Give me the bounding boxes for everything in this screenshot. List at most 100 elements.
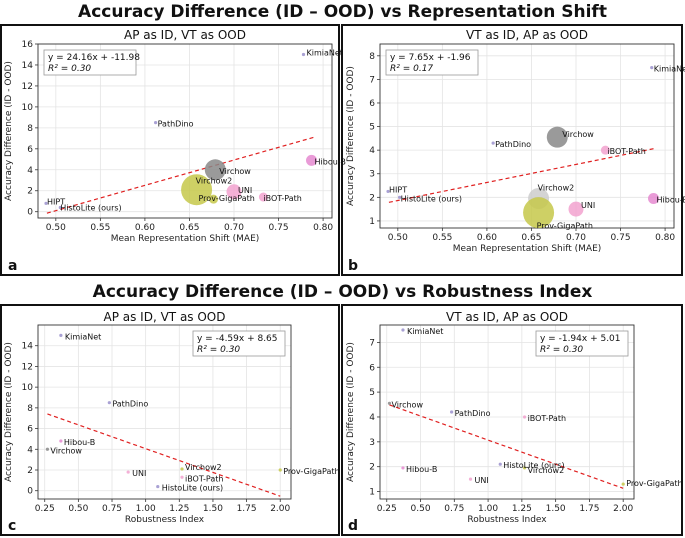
panel-a-ytick-label: 2 <box>27 187 33 197</box>
panel-a-point-label: HistoLite (ours) <box>60 204 121 213</box>
panel-c-point <box>278 468 282 472</box>
panel-a-point <box>258 192 268 202</box>
panel-d-ytick-label: 1 <box>369 488 375 498</box>
panel-b-point-label: HIPT <box>389 185 407 194</box>
panel-c-xtick-label: 0.25 <box>35 504 55 514</box>
panel-d-point <box>450 410 454 414</box>
panel-b-xtick-label: 0.55 <box>432 233 452 243</box>
panel-c-point-label: KimiaNet <box>65 332 101 341</box>
panel-a-point-label: Virchow2 <box>196 177 233 186</box>
panel-d-xlabel: Robustness Index <box>467 515 547 525</box>
panel-b-ytick-label: 8 <box>369 52 375 62</box>
panel-c-point <box>156 484 160 489</box>
panel-c-point <box>45 447 50 451</box>
panel-d-point <box>621 482 625 486</box>
bottom-figure-title: Accuracy Difference (ID – OOD) vs Robust… <box>92 282 593 302</box>
panel-a-ytick-label: 10 <box>22 103 34 113</box>
panel-d-point <box>468 477 473 481</box>
panel-b-ytick-label: 3 <box>369 170 375 180</box>
panel-b-point-label: HistoLite (ours) <box>401 194 462 203</box>
panel-c-xtick-label: 1.75 <box>237 504 257 514</box>
panel-d-fit-line <box>389 404 624 489</box>
panel-c-fit-line <box>47 413 281 497</box>
panel-a-point-label: UNI <box>238 186 252 195</box>
panel-c-xlabel: Robustness Index <box>125 515 205 525</box>
panel-a-point <box>154 121 158 125</box>
panel-c-xtick-label: 1.50 <box>203 504 223 514</box>
panel-b-point-label: Virchow <box>562 130 594 139</box>
panel-d-point <box>401 466 405 470</box>
panel-c-point-label: UNI <box>132 469 146 478</box>
panel-d-point-label: iBOT-Path <box>528 414 566 423</box>
panel-a-point <box>181 174 213 206</box>
panel-b-ytick-label: 6 <box>369 99 375 109</box>
panel-d-ylabel: Accuracy Difference (ID - OOD) <box>346 342 356 482</box>
panel-d-plot-frame <box>379 324 635 500</box>
panel-c-r2: R² = 0.30 <box>197 345 240 355</box>
top-figure-title: Accuracy Difference (ID – OOD) vs Repres… <box>78 2 607 22</box>
panel-b-xtick-label: 0.80 <box>655 233 675 243</box>
panel-b-point <box>546 126 568 148</box>
panel-c-point-label: Hibou-B <box>64 438 95 447</box>
panel-a-ylabel: Accuracy Difference (ID - OOD) <box>4 61 14 201</box>
panel-a-point-label: HIPT <box>47 197 65 206</box>
panel-c-xtick-label: 1.00 <box>136 504 156 514</box>
panel-b-ytick-label: 7 <box>369 75 375 85</box>
panel-d-ytick-label: 7 <box>369 338 375 348</box>
panel-a-plot-frame <box>37 43 333 219</box>
panel-c-ytick-label: 6 <box>27 425 33 435</box>
panel-d-xtick-label: 1.25 <box>512 504 532 514</box>
panel-c-ytick-label: 10 <box>22 383 34 393</box>
panel-a-equation: y = 24.16x + -11.98 <box>48 53 140 63</box>
panel-a-xtick-label: 0.80 <box>313 223 333 233</box>
panel-d-ytick-label: 3 <box>369 438 375 448</box>
panel-a-letter: a <box>8 258 17 274</box>
panel-b-ytick-label: 2 <box>369 193 375 203</box>
panel-d-point <box>522 466 527 470</box>
panel-a-point-label: PathDino <box>158 120 194 129</box>
panel-b-point <box>648 193 660 205</box>
panel-a-ytick-label: 6 <box>27 145 33 155</box>
panel-c-point <box>126 470 130 474</box>
panel-c-xtick-label: 0.50 <box>68 504 88 514</box>
panel-c-ytick-label: 8 <box>27 404 33 414</box>
panel-a-xtick-label: 0.75 <box>269 223 289 233</box>
panel-d-title: VT as ID, AP as OOD <box>446 310 568 324</box>
panel-b-point <box>386 189 390 194</box>
panel-a-ytick-label: 8 <box>27 124 33 134</box>
panel-a-ytick-label: 0 <box>27 208 33 218</box>
panel-c-point-label: Prov-GigaPath <box>283 467 339 476</box>
panel-d-ytick-label: 4 <box>369 413 375 423</box>
panel-a-point-label: iBOT-Path <box>263 194 301 203</box>
panel-d-point-label: UNI <box>475 476 489 485</box>
panel-d-point-label: Prov-GigaPath <box>626 479 682 488</box>
panel-a-point-label: Hibou-B <box>315 157 346 166</box>
panel-d-xtick-label: 1.75 <box>579 504 599 514</box>
panel-b-equation-box <box>385 49 479 76</box>
panel-a-xlabel: Mean Representation Shift (MAE) <box>111 234 260 244</box>
panel-b-xtick-label: 0.50 <box>388 233 408 243</box>
panel-a-ytick-label: 12 <box>22 82 33 92</box>
panel-d-xtick-label: 1.50 <box>546 504 566 514</box>
panel-c-ytick-label: 14 <box>22 342 34 352</box>
panel-d-xtick-label: 1.00 <box>478 504 498 514</box>
panel-a-fit-line <box>46 136 315 214</box>
panel-a-point <box>58 205 62 210</box>
panel-b-ytick-label: 5 <box>369 123 375 133</box>
panel-a-title: AP as ID, VT as OOD <box>124 28 246 42</box>
panel-b-title: VT as ID, AP as OOD <box>466 28 588 42</box>
panel-d-point-label: PathDino <box>455 409 491 418</box>
panel-d-xtick-label: 0.75 <box>444 504 464 514</box>
panel-b-xtick-label: 0.65 <box>521 233 541 243</box>
panel-d-point-label: HistoLite (ours) <box>503 461 564 470</box>
panel-a-xtick-label: 0.70 <box>224 223 244 233</box>
panel-d-xtick-label: 0.25 <box>377 504 397 514</box>
panel-c-letter: c <box>8 518 16 534</box>
panel-c-ylabel: Accuracy Difference (ID - OOD) <box>4 342 14 482</box>
panel-d-point-label: KimiaNet <box>407 327 443 336</box>
panel-b-point-label: UNI <box>581 201 595 210</box>
panel-c-point <box>59 439 63 443</box>
panel-d-point <box>522 415 527 419</box>
panel-d-ytick-label: 2 <box>369 463 375 473</box>
panel-c-point-label: HistoLite (ours) <box>162 484 223 493</box>
